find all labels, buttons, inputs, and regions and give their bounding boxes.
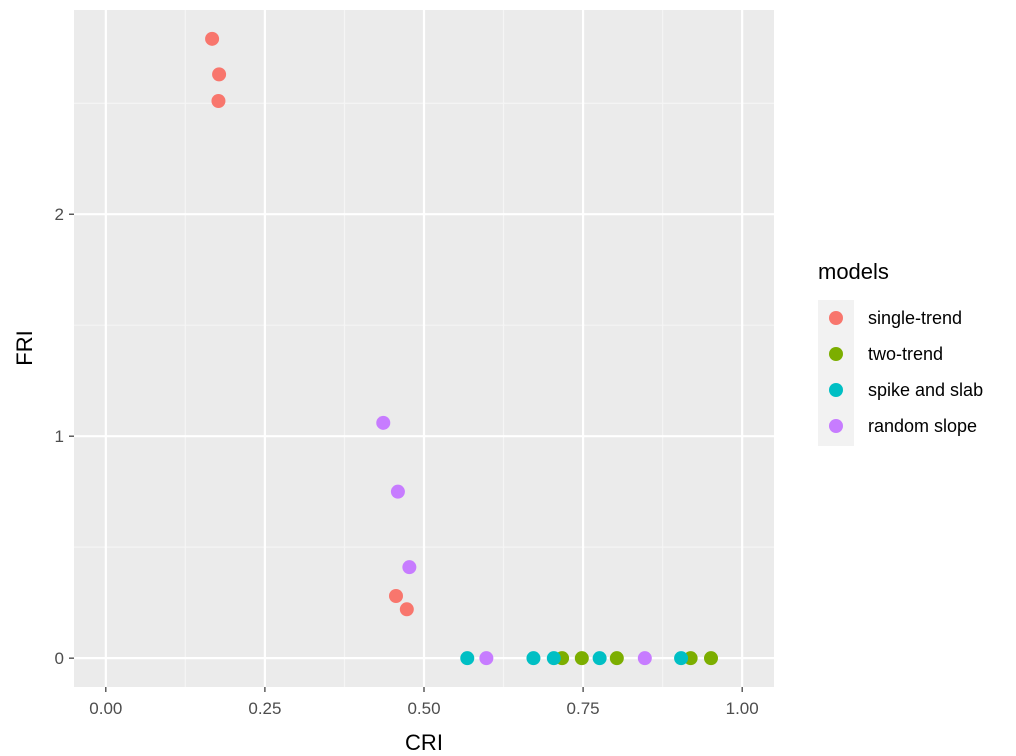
y-tick-label: 0 (55, 649, 64, 668)
point-single-trend (212, 67, 227, 82)
legend-label-two-trend: two-trend (868, 344, 943, 364)
legend-label-single-trend: single-trend (868, 308, 962, 328)
point-spike-and-slab (592, 651, 607, 666)
legend-label-random-slope: random slope (868, 416, 977, 436)
point-single-trend (211, 94, 226, 109)
point-single-trend (389, 588, 403, 603)
point-spike-and-slab (526, 651, 541, 666)
legend-key-random-slope (829, 419, 843, 433)
legend: models single-trend two-trend spike and sl… (818, 259, 983, 446)
point-two-trend (574, 651, 589, 666)
axes: 0.00 0.25 0.50 0.75 1.00 0 1 2 (55, 205, 759, 718)
x-tick-label: 0.50 (407, 699, 440, 718)
legend-label-spike-and-slab: spike and slab (868, 380, 983, 400)
point-single-trend (399, 602, 414, 617)
point-spike-and-slab (460, 651, 475, 666)
point-random-slope (479, 651, 494, 666)
point-spike-and-slab (546, 651, 561, 666)
y-axis-title: FRI (12, 330, 37, 365)
legend-key-two-trend (829, 347, 843, 361)
legend-title: models (818, 259, 889, 284)
x-tick-label: 0.75 (567, 699, 600, 718)
point-two-trend (704, 651, 718, 666)
x-tick-label: 0.00 (89, 699, 122, 718)
legend-key-spike-and-slab (829, 383, 843, 397)
y-tick-label: 1 (55, 427, 64, 446)
x-axis-title: CRI (405, 730, 443, 755)
point-two-trend (609, 651, 624, 666)
point-random-slope (390, 484, 405, 499)
data-points (205, 31, 718, 666)
point-spike-and-slab (674, 651, 689, 666)
major-gridlines (74, 10, 774, 687)
y-tick-label: 2 (55, 205, 64, 224)
point-random-slope (402, 560, 417, 575)
x-tick-label: 0.25 (248, 699, 281, 718)
legend-key-single-trend (829, 311, 843, 325)
point-random-slope (637, 651, 652, 666)
point-random-slope (376, 415, 391, 430)
x-tick-label: 1.00 (726, 699, 759, 718)
point-single-trend (205, 31, 220, 46)
